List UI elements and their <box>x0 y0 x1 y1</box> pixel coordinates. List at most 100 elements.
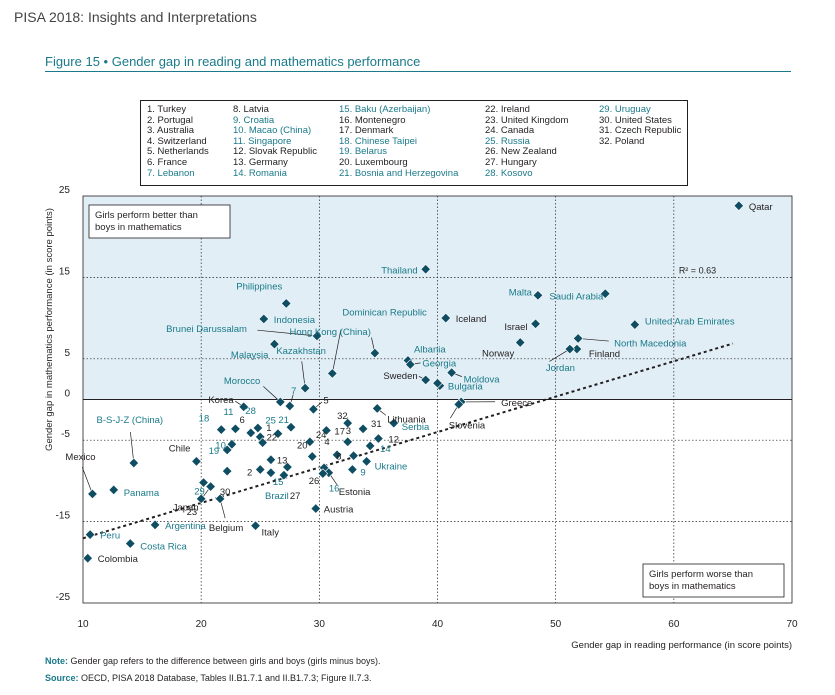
data-point <box>230 423 241 435</box>
x-tick-label: 60 <box>668 619 680 630</box>
data-point <box>278 469 290 481</box>
data-point <box>205 481 216 492</box>
point-label: 25 <box>265 416 276 427</box>
y-tick-label: 25 <box>59 185 71 196</box>
data-point <box>572 333 584 344</box>
key-column-1: 1. Turkey 2. Portugal 3. Australia 4. Sw… <box>147 104 209 179</box>
data-point <box>446 367 457 378</box>
key-entry: 13. Germany <box>233 156 288 168</box>
key-entry: 8. Latvia <box>233 104 269 115</box>
key-entry: 27. Hungary <box>485 156 537 168</box>
key-column-2: 8. Latvia 9. Croatia 10. Macao (China) 1… <box>233 104 317 179</box>
point-label: Qatar <box>749 202 773 213</box>
point-label: Austria <box>324 505 354 516</box>
note-text: Gender gap refers to the difference betw… <box>68 656 381 666</box>
x-tick-label: 40 <box>432 619 444 630</box>
data-point <box>530 318 541 330</box>
x-tick-label: 50 <box>550 619 562 630</box>
y-tick-label: -15 <box>56 511 71 522</box>
key-entry: 20. Luxembourg <box>339 156 408 168</box>
point-label: Panama <box>124 488 160 499</box>
data-point <box>269 338 280 350</box>
data-point <box>600 288 611 299</box>
key-entry: 30. United States <box>599 114 672 126</box>
data-point <box>255 464 266 475</box>
y-tick-label: -5 <box>61 429 70 440</box>
data-point <box>221 465 233 477</box>
data-point <box>125 538 136 549</box>
y-axis-label: Gender gap in mathematics performance (i… <box>44 208 55 451</box>
key-column-4: 22. Ireland 23. United Kingdom 24. Canad… <box>485 104 569 179</box>
point-label: Brazil <box>265 491 289 502</box>
x-tick-label: 20 <box>196 619 208 630</box>
footnote: Note: Gender gap refers to the differenc… <box>45 656 381 666</box>
caption-rule <box>45 71 791 72</box>
point-label: 23 <box>187 507 198 518</box>
point-label: North Macedonia <box>614 338 687 349</box>
source-line: Source: OECD, PISA 2018 Database, Tables… <box>45 673 372 683</box>
data-point <box>347 464 358 475</box>
point-label: 29 <box>194 487 205 498</box>
point-label: Sweden <box>383 371 417 382</box>
data-point <box>128 457 140 469</box>
key-entry: 26. New Zealand <box>485 146 557 158</box>
data-point <box>369 347 381 359</box>
key-entry: 23. United Kingdom <box>485 114 569 126</box>
header-title: PISA 2018: Insights and Interpretations <box>14 9 257 25</box>
key-entry: 18. Chinese Taipei <box>339 135 417 147</box>
data-point <box>331 449 343 461</box>
key-entry: 7. Lebanon <box>147 167 195 179</box>
data-point <box>275 396 286 408</box>
data-point <box>432 377 443 389</box>
point-label: Bulgaria <box>448 382 484 393</box>
key-entry: 4. Switzerland <box>147 135 207 147</box>
data-point <box>629 319 641 330</box>
key-entry: 11. Singapore <box>233 135 292 147</box>
data-point <box>214 493 226 505</box>
point-label: Georgia <box>422 358 457 369</box>
point-label: Morocco <box>224 376 260 387</box>
key-entry: 25. Russia <box>485 135 530 147</box>
point-label: B-S-J-Z (China) <box>97 415 164 426</box>
key-entry: 9. Croatia <box>233 114 275 126</box>
point-label: 26 <box>309 476 320 487</box>
data-point <box>87 488 98 500</box>
data-point <box>357 423 369 435</box>
point-label: 10 <box>215 440 226 451</box>
key-entry: 24. Canada <box>485 125 535 137</box>
point-label: 3 <box>346 426 351 437</box>
data-point <box>317 468 329 479</box>
point-label: 22 <box>267 433 278 444</box>
point-label: Albania <box>414 344 446 355</box>
info-box-top-line: Girls perform better than <box>95 210 198 221</box>
data-point <box>420 374 431 386</box>
note-label: Note: <box>45 656 68 666</box>
key-entry: 29. Uruguay <box>599 104 651 115</box>
point-label: Iceland <box>456 314 487 325</box>
data-point <box>195 493 207 505</box>
leader-line <box>257 329 318 337</box>
point-label: 11 <box>224 407 234 418</box>
point-label: 16 <box>329 484 340 495</box>
data-point <box>564 343 576 355</box>
point-label: 27 <box>290 491 301 502</box>
point-label: Serbia <box>402 422 430 433</box>
point-label: 4 <box>324 437 329 448</box>
point-label: Italy <box>262 528 280 539</box>
key-entry: 21. Bosnia and Herzegovina <box>339 167 459 179</box>
leader-line <box>578 338 609 342</box>
point-label: Kazakhstan <box>276 346 326 357</box>
key-entry: 15. Baku (Azerbaijan) <box>339 104 431 115</box>
leader-line <box>549 348 571 362</box>
data-point <box>198 477 209 488</box>
key-entry: 2. Portugal <box>147 114 193 126</box>
point-label: Norway <box>482 349 514 360</box>
point-label: Chile <box>169 443 191 454</box>
data-point <box>440 312 451 324</box>
point-label: Japan <box>173 503 199 514</box>
data-point <box>250 520 261 531</box>
point-label: Slovenia <box>449 420 486 431</box>
point-label: Malaysia <box>231 350 269 361</box>
point-label: Belgium <box>209 523 243 534</box>
point-label: 2 <box>247 468 252 479</box>
